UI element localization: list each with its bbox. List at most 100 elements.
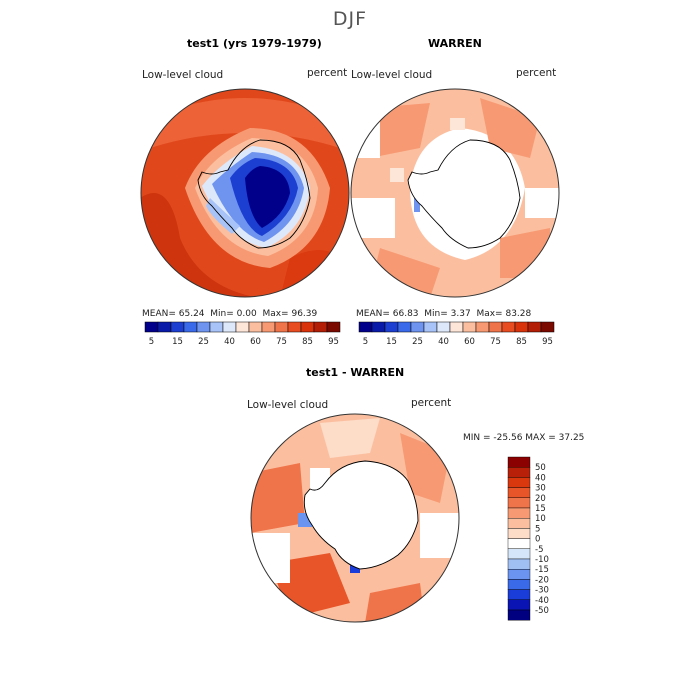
- panel1-max-label: Max=: [262, 309, 289, 319]
- panel2-colorbar-box: [462, 321, 477, 333]
- panel3-colorbar-tick-label: 0: [535, 535, 540, 545]
- panel1-band: [150, 98, 340, 148]
- panel2-mean-label: MEAN=: [356, 309, 390, 319]
- panel3-colorbar-tick-label: -30: [535, 586, 549, 596]
- panel2-min: 3.37: [450, 309, 471, 319]
- panel3-colorbar-box: [507, 579, 531, 590]
- panel1-colorbar-tick-label: 25: [198, 337, 209, 347]
- panel1-colorbar-box: [287, 321, 302, 333]
- panel3-stats: MIN = -25.56 MAX = 37.25: [463, 433, 585, 443]
- panel1-min: 0.00: [236, 309, 257, 319]
- panel1-colorbar-box: [196, 321, 211, 333]
- panel3-map-border: [250, 413, 460, 623]
- panel2-band: [414, 198, 420, 212]
- panel1-colorbar-box: [261, 321, 276, 333]
- panel2-colorbar-box: [358, 321, 373, 333]
- panel1-colorbar-tick-label: 5: [149, 337, 154, 347]
- panel2-variable: Low-level cloud: [351, 69, 433, 81]
- panel3-colorbar-tick-label: 5: [535, 524, 540, 534]
- panel1-map-border: [140, 88, 350, 298]
- panel3-colorbar-tick-label: -10: [535, 555, 549, 565]
- panel2-colorbar-box: [423, 321, 438, 333]
- panel2-map-border: [350, 88, 560, 298]
- panel2-colorbar-tick-label: 25: [412, 337, 423, 347]
- panel3-colorbar-box: [507, 507, 531, 519]
- panel2-colorbar-tick-label: 15: [386, 337, 397, 347]
- panel3-variable: Low-level cloud: [247, 399, 329, 411]
- panel1-colorbar: 5 15 25 40 60 75 85 95: [144, 321, 341, 347]
- panel2-band: [390, 168, 404, 182]
- panel2-colorbar-box: [540, 321, 555, 333]
- panel3-antarctica-coastline: [303, 460, 419, 570]
- panel3-colorbar-tick-label: 30: [535, 484, 546, 494]
- panel2-units: percent: [516, 67, 557, 79]
- panel1-colorbar-box: [235, 321, 250, 333]
- panel2-band: [351, 198, 395, 238]
- panel1-colorbar-tick-label: 60: [250, 337, 261, 347]
- panel3-colorbar-tick-label: -15: [535, 565, 549, 575]
- panel3-colorbar-box: [507, 477, 531, 488]
- panel1-colorbar-box: [222, 321, 237, 333]
- panel2-band: [450, 118, 465, 130]
- panel1-variable: Low-level cloud: [142, 69, 224, 81]
- panel1-colorbar-box: [144, 321, 159, 333]
- panel2-polar-map: [350, 88, 560, 298]
- panel3-colorbar-box: [507, 456, 531, 468]
- panel2-band: [351, 118, 380, 158]
- panel1-colorbar-tick-label: 75: [276, 337, 287, 347]
- panel2-colorbar-box: [514, 321, 529, 333]
- panel3-colorbar-box: [507, 487, 531, 498]
- panel3-colorbar-box: [507, 558, 531, 570]
- panel3-colorbar-tick-label: -20: [535, 575, 549, 585]
- panel2-band: [525, 188, 559, 218]
- panel1-colorbar-box: [313, 321, 328, 333]
- panel3-colorbar-tick-label: 10: [535, 514, 546, 524]
- panel3-band: [251, 533, 290, 583]
- panel3-band: [320, 418, 380, 458]
- panel1-colorbar-tick-label: 95: [328, 337, 339, 347]
- panel2-colorbar-box: [397, 321, 412, 333]
- panel3-colorbar-box: [507, 599, 531, 611]
- panel3-colorbar-box: [507, 528, 531, 539]
- panel1-colorbar-box: [157, 321, 172, 333]
- panel2-colorbar-box: [527, 321, 542, 333]
- panel1-units: percent: [307, 67, 348, 79]
- panel3-colorbar-tick-label: -5: [535, 545, 543, 555]
- panel2-colorbar-tick-label: 95: [542, 337, 553, 347]
- panel3-colorbar-box: [507, 568, 531, 580]
- panel3-colorbar-box: [507, 538, 531, 549]
- panel3-colorbar-tick-label: 15: [535, 504, 546, 514]
- panel1-band: [245, 166, 290, 228]
- panel2-colorbar-box: [488, 321, 503, 333]
- panel1-colorbar-box: [209, 321, 224, 333]
- panel1-min-label: Min=: [210, 309, 234, 319]
- panel1-colorbar-tick-label: 40: [224, 337, 235, 347]
- panel2-colorbar-box: [436, 321, 451, 333]
- panel1-colorbar-box: [300, 321, 315, 333]
- panel1-colorbar-box: [170, 321, 185, 333]
- panel3-colorbar-box: [507, 518, 531, 529]
- panel2-colorbar-tick-label: 5: [363, 337, 368, 347]
- panel2-colorbar-box: [475, 321, 490, 333]
- panel3-band: [350, 563, 360, 573]
- panel2-stats: MEAN= 66.83 Min= 3.37 Max= 83.28: [356, 309, 531, 319]
- panel1-colorbar-box: [248, 321, 263, 333]
- panel3-colorbar-box: [507, 589, 531, 601]
- panel3-title: test1 - WARREN: [306, 366, 405, 379]
- panel3-units: percent: [411, 397, 452, 409]
- panel1-band: [206, 198, 240, 234]
- panel3-band: [420, 513, 459, 558]
- panel3-colorbar-tick-label: 20: [535, 494, 546, 504]
- panel1-mean-label: MEAN=: [142, 309, 176, 319]
- panel2-min-label: Min=: [424, 309, 448, 319]
- panel3-polar-map: [250, 413, 460, 623]
- panel2-colorbar-tick-label: 60: [464, 337, 475, 347]
- panel2-colorbar-box: [410, 321, 425, 333]
- panel2-colorbar-box: [501, 321, 516, 333]
- panel2-colorbar-box: [384, 321, 399, 333]
- panel2-colorbar-box: [371, 321, 386, 333]
- panel1-stats: MEAN= 65.24 Min= 0.00 Max= 96.39: [142, 309, 317, 319]
- panel3-colorbar-tick-label: -50: [535, 606, 549, 616]
- panel1-mean: 65.24: [178, 309, 205, 319]
